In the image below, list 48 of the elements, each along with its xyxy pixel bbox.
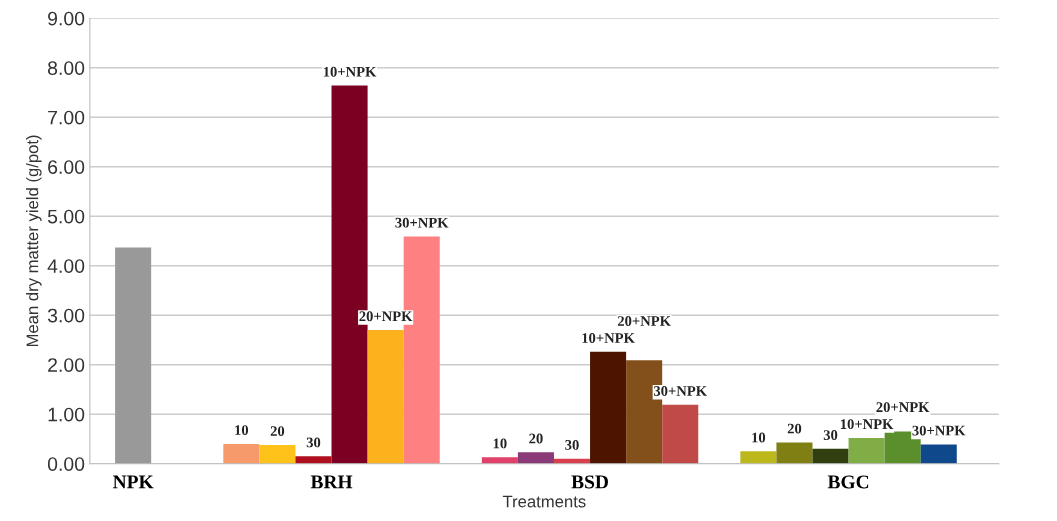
text: 10 xyxy=(493,438,507,449)
bar xyxy=(295,456,332,464)
bar xyxy=(259,444,296,464)
x-tick-label: BRH xyxy=(310,475,353,489)
x-tick-label: BSD xyxy=(571,475,609,489)
text: 10+NPK xyxy=(323,66,377,77)
bar xyxy=(812,448,849,464)
bar xyxy=(517,452,554,464)
bar xyxy=(776,442,813,464)
series-label: 20 xyxy=(270,426,285,436)
text: 20+NPK xyxy=(876,402,930,413)
series-label: 30 xyxy=(823,430,838,440)
bar xyxy=(367,330,404,464)
bar xyxy=(740,451,777,464)
bar xyxy=(662,404,699,464)
bar xyxy=(115,247,152,464)
x-tick-label: BGC xyxy=(827,475,869,489)
text: 20 xyxy=(529,433,543,444)
series-label: 10+NPK xyxy=(840,419,894,430)
bar xyxy=(590,351,627,464)
text: 30+NPK xyxy=(653,386,707,396)
y-axis-title: Mean dry matter yield (g/pot) xyxy=(26,135,42,347)
text: 30 xyxy=(565,440,579,450)
series-label: 30+NPK xyxy=(395,217,449,228)
y-tick-label: 3.00 xyxy=(47,308,85,323)
y-tick-label: 5.00 xyxy=(47,209,85,224)
bar xyxy=(223,443,260,464)
bar xyxy=(481,457,518,464)
bar xyxy=(848,437,885,464)
series-label: 10 xyxy=(235,425,249,435)
y-tick-label: 0.00 xyxy=(47,457,85,471)
y-tick-label: 4.00 xyxy=(47,259,85,273)
y-tick-label: 1.00 xyxy=(48,407,85,422)
text: 10 xyxy=(752,432,766,443)
text: 20 xyxy=(787,423,802,434)
y-tick-label: 7.00 xyxy=(48,110,85,125)
series-label: 20+NPK xyxy=(359,311,413,322)
y-tick-label: 9.00 xyxy=(48,11,85,26)
x-tick-label: NPK xyxy=(112,475,154,489)
y-tick-label: 8.00 xyxy=(47,61,85,75)
text: 10+NPK xyxy=(582,333,635,343)
y-tick-label: 6.00 xyxy=(48,160,85,174)
text: 30 xyxy=(306,437,321,448)
text: 30+NPK xyxy=(912,425,966,436)
text: 20+NPK xyxy=(617,316,671,326)
x-axis-title: Treatments xyxy=(502,495,586,508)
bar xyxy=(920,444,957,464)
y-tick-label: 2.00 xyxy=(48,358,85,372)
